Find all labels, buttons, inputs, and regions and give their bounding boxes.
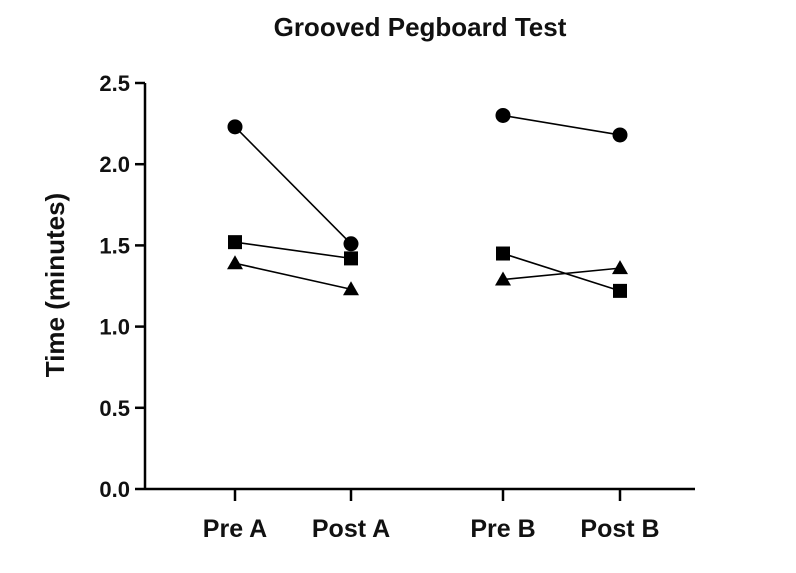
data-point-circle: [612, 127, 628, 143]
x-tick-label: Post A: [312, 515, 390, 543]
x-tick-label: Pre A: [203, 515, 267, 543]
series-segment: [502, 267, 621, 281]
data-point-triangle: [343, 281, 359, 296]
y-ticks: 0.0 0.5 1.0 1.5 2.0 2.5: [99, 71, 145, 502]
series-segment: [234, 262, 352, 291]
data-point-circle: [343, 236, 359, 252]
series-group: [227, 107, 628, 298]
series-segment: [234, 241, 352, 260]
series-square: [228, 235, 627, 298]
series-segment: [502, 114, 621, 136]
data-point-circle: [227, 119, 243, 135]
y-tick-label: 2.0: [99, 152, 130, 177]
y-tick-label: 1.5: [99, 233, 130, 258]
y-tick-label: 2.5: [99, 71, 130, 96]
data-point-triangle: [612, 260, 628, 275]
y-tick-label: 0.5: [99, 396, 130, 421]
x-tick-label: Pre B: [470, 515, 535, 543]
x-tick-label: Post B: [580, 515, 659, 543]
chart-title: Grooved Pegboard Test: [274, 12, 567, 42]
series-segment: [502, 252, 621, 292]
data-point-triangle: [227, 255, 243, 270]
y-axis-label: Time (minutes): [40, 193, 70, 377]
series-triangle: [227, 255, 628, 296]
y-tick-label: 1.0: [99, 315, 130, 340]
data-point-triangle: [495, 271, 511, 286]
data-point-square: [344, 251, 358, 266]
x-ticks: Pre A Post A Pre B Post B: [203, 489, 660, 543]
data-point-square: [228, 235, 242, 250]
y-tick-label: 0.0: [99, 477, 130, 502]
data-point-square: [496, 246, 510, 261]
data-point-square: [613, 283, 627, 298]
axes: [143, 83, 695, 491]
series-segment: [234, 126, 352, 245]
series-circle: [227, 107, 628, 252]
data-point-circle: [495, 107, 511, 123]
